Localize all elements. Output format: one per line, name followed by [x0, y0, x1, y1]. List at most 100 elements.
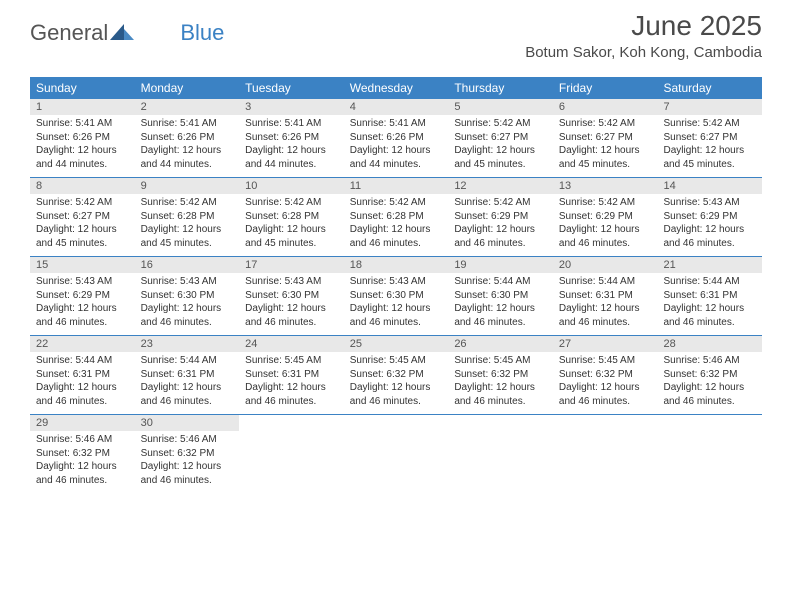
day-details: Sunrise: 5:43 AMSunset: 6:30 PMDaylight:…: [239, 273, 344, 329]
day-header: Friday: [553, 77, 658, 99]
day-cell: 3Sunrise: 5:41 AMSunset: 6:26 PMDaylight…: [239, 99, 344, 177]
day-number: 21: [657, 257, 762, 273]
day-details: Sunrise: 5:42 AMSunset: 6:27 PMDaylight:…: [657, 115, 762, 171]
day-number: 29: [30, 415, 135, 431]
day-number: 16: [135, 257, 240, 273]
day-number: 27: [553, 336, 658, 352]
day-header: Tuesday: [239, 77, 344, 99]
day-cell: 28Sunrise: 5:46 AMSunset: 6:32 PMDayligh…: [657, 336, 762, 414]
day-number: 23: [135, 336, 240, 352]
day-details: Sunrise: 5:43 AMSunset: 6:29 PMDaylight:…: [30, 273, 135, 329]
day-details: Sunrise: 5:42 AMSunset: 6:28 PMDaylight:…: [239, 194, 344, 250]
day-number: 7: [657, 99, 762, 115]
day-details: Sunrise: 5:42 AMSunset: 6:28 PMDaylight:…: [344, 194, 449, 250]
day-number: 11: [344, 178, 449, 194]
logo-text-1: General: [30, 20, 108, 46]
day-details: Sunrise: 5:44 AMSunset: 6:31 PMDaylight:…: [553, 273, 658, 329]
day-details: Sunrise: 5:41 AMSunset: 6:26 PMDaylight:…: [239, 115, 344, 171]
day-cell: 21Sunrise: 5:44 AMSunset: 6:31 PMDayligh…: [657, 257, 762, 335]
day-details: Sunrise: 5:42 AMSunset: 6:27 PMDaylight:…: [553, 115, 658, 171]
day-number: 26: [448, 336, 553, 352]
day-cell: 15Sunrise: 5:43 AMSunset: 6:29 PMDayligh…: [30, 257, 135, 335]
day-details: Sunrise: 5:43 AMSunset: 6:30 PMDaylight:…: [344, 273, 449, 329]
logo-triangle-icon: [110, 20, 134, 46]
day-number: 20: [553, 257, 658, 273]
empty-cell: [344, 415, 449, 493]
day-number: 2: [135, 99, 240, 115]
week-row: 15Sunrise: 5:43 AMSunset: 6:29 PMDayligh…: [30, 257, 762, 336]
day-details: Sunrise: 5:41 AMSunset: 6:26 PMDaylight:…: [135, 115, 240, 171]
day-cell: 16Sunrise: 5:43 AMSunset: 6:30 PMDayligh…: [135, 257, 240, 335]
day-cell: 25Sunrise: 5:45 AMSunset: 6:32 PMDayligh…: [344, 336, 449, 414]
day-details: Sunrise: 5:43 AMSunset: 6:30 PMDaylight:…: [135, 273, 240, 329]
day-number: 1: [30, 99, 135, 115]
day-details: Sunrise: 5:46 AMSunset: 6:32 PMDaylight:…: [30, 431, 135, 487]
day-number: 19: [448, 257, 553, 273]
day-cell: 24Sunrise: 5:45 AMSunset: 6:31 PMDayligh…: [239, 336, 344, 414]
day-cell: 11Sunrise: 5:42 AMSunset: 6:28 PMDayligh…: [344, 178, 449, 256]
day-cell: 22Sunrise: 5:44 AMSunset: 6:31 PMDayligh…: [30, 336, 135, 414]
day-number: 14: [657, 178, 762, 194]
day-cell: 23Sunrise: 5:44 AMSunset: 6:31 PMDayligh…: [135, 336, 240, 414]
empty-cell: [239, 415, 344, 493]
header: General Gen Blue June 2025 Botum Sakor, …: [0, 0, 792, 69]
day-details: Sunrise: 5:42 AMSunset: 6:27 PMDaylight:…: [448, 115, 553, 171]
day-details: Sunrise: 5:45 AMSunset: 6:31 PMDaylight:…: [239, 352, 344, 408]
day-number: 30: [135, 415, 240, 431]
day-number: 3: [239, 99, 344, 115]
day-header: Saturday: [657, 77, 762, 99]
day-header: Monday: [135, 77, 240, 99]
week-row: 8Sunrise: 5:42 AMSunset: 6:27 PMDaylight…: [30, 178, 762, 257]
day-cell: 27Sunrise: 5:45 AMSunset: 6:32 PMDayligh…: [553, 336, 658, 414]
day-number: 4: [344, 99, 449, 115]
day-details: Sunrise: 5:41 AMSunset: 6:26 PMDaylight:…: [344, 115, 449, 171]
day-details: Sunrise: 5:44 AMSunset: 6:31 PMDaylight:…: [657, 273, 762, 329]
day-number: 22: [30, 336, 135, 352]
day-details: Sunrise: 5:41 AMSunset: 6:26 PMDaylight:…: [30, 115, 135, 171]
day-number: 24: [239, 336, 344, 352]
week-row: 29Sunrise: 5:46 AMSunset: 6:32 PMDayligh…: [30, 415, 762, 493]
day-header: Wednesday: [344, 77, 449, 99]
day-details: Sunrise: 5:45 AMSunset: 6:32 PMDaylight:…: [344, 352, 449, 408]
day-number: 18: [344, 257, 449, 273]
logo-text-2: Blue: [180, 20, 224, 46]
day-number: 8: [30, 178, 135, 194]
day-details: Sunrise: 5:42 AMSunset: 6:27 PMDaylight:…: [30, 194, 135, 250]
location-text: Botum Sakor, Koh Kong, Cambodia: [30, 44, 762, 61]
day-cell: 5Sunrise: 5:42 AMSunset: 6:27 PMDaylight…: [448, 99, 553, 177]
day-cell: 2Sunrise: 5:41 AMSunset: 6:26 PMDaylight…: [135, 99, 240, 177]
day-details: Sunrise: 5:44 AMSunset: 6:30 PMDaylight:…: [448, 273, 553, 329]
day-number: 9: [135, 178, 240, 194]
day-details: Sunrise: 5:45 AMSunset: 6:32 PMDaylight:…: [553, 352, 658, 408]
day-number: 6: [553, 99, 658, 115]
day-cell: 18Sunrise: 5:43 AMSunset: 6:30 PMDayligh…: [344, 257, 449, 335]
calendar: SundayMondayTuesdayWednesdayThursdayFrid…: [30, 77, 762, 493]
weeks-container: 1Sunrise: 5:41 AMSunset: 6:26 PMDaylight…: [30, 99, 762, 493]
day-cell: 29Sunrise: 5:46 AMSunset: 6:32 PMDayligh…: [30, 415, 135, 493]
day-details: Sunrise: 5:42 AMSunset: 6:29 PMDaylight:…: [553, 194, 658, 250]
day-number: 10: [239, 178, 344, 194]
week-row: 1Sunrise: 5:41 AMSunset: 6:26 PMDaylight…: [30, 99, 762, 178]
day-cell: 26Sunrise: 5:45 AMSunset: 6:32 PMDayligh…: [448, 336, 553, 414]
day-number: 12: [448, 178, 553, 194]
day-cell: 30Sunrise: 5:46 AMSunset: 6:32 PMDayligh…: [135, 415, 240, 493]
day-details: Sunrise: 5:46 AMSunset: 6:32 PMDaylight:…: [657, 352, 762, 408]
day-details: Sunrise: 5:46 AMSunset: 6:32 PMDaylight:…: [135, 431, 240, 487]
day-details: Sunrise: 5:42 AMSunset: 6:29 PMDaylight:…: [448, 194, 553, 250]
day-cell: 4Sunrise: 5:41 AMSunset: 6:26 PMDaylight…: [344, 99, 449, 177]
day-details: Sunrise: 5:44 AMSunset: 6:31 PMDaylight:…: [30, 352, 135, 408]
day-details: Sunrise: 5:45 AMSunset: 6:32 PMDaylight:…: [448, 352, 553, 408]
day-cell: 1Sunrise: 5:41 AMSunset: 6:26 PMDaylight…: [30, 99, 135, 177]
day-cell: 7Sunrise: 5:42 AMSunset: 6:27 PMDaylight…: [657, 99, 762, 177]
day-number: 17: [239, 257, 344, 273]
empty-cell: [448, 415, 553, 493]
day-cell: 17Sunrise: 5:43 AMSunset: 6:30 PMDayligh…: [239, 257, 344, 335]
day-number: 5: [448, 99, 553, 115]
day-cell: 10Sunrise: 5:42 AMSunset: 6:28 PMDayligh…: [239, 178, 344, 256]
day-cell: 14Sunrise: 5:43 AMSunset: 6:29 PMDayligh…: [657, 178, 762, 256]
day-cell: 12Sunrise: 5:42 AMSunset: 6:29 PMDayligh…: [448, 178, 553, 256]
logo: General: [30, 20, 134, 46]
day-cell: 8Sunrise: 5:42 AMSunset: 6:27 PMDaylight…: [30, 178, 135, 256]
day-cell: 9Sunrise: 5:42 AMSunset: 6:28 PMDaylight…: [135, 178, 240, 256]
day-header: Sunday: [30, 77, 135, 99]
